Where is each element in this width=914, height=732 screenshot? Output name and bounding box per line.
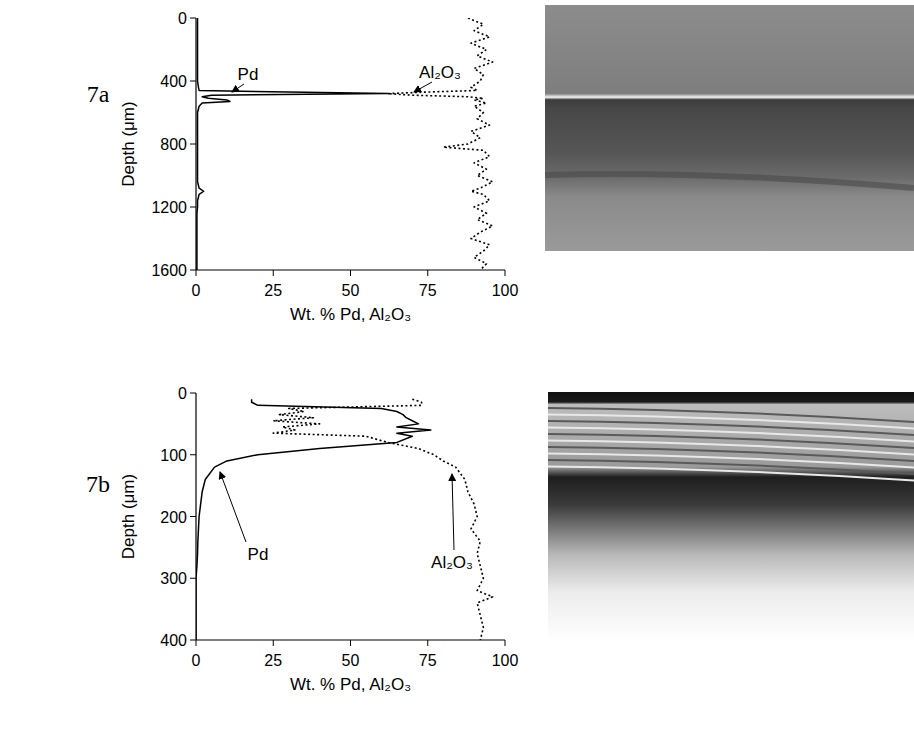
y-tick	[190, 516, 196, 517]
x-tick-label: 0	[192, 652, 201, 669]
series-annotation: Al₂O₃	[419, 63, 461, 82]
x-tick	[427, 640, 428, 646]
series-line	[196, 399, 431, 640]
y-tick-label: 200	[160, 509, 187, 526]
x-tick-label: 25	[264, 282, 282, 299]
x-tick-label: 0	[192, 282, 201, 299]
y-tick	[190, 270, 196, 271]
y-tick	[190, 144, 196, 145]
figure: 7a 0 25 50 75 100 0 400 800 1200 1600 Depth (μm) Wt.…	[0, 0, 914, 732]
x-tick	[350, 270, 351, 276]
chart-panel: 7b 0 25 50 75 100 0 100 200 300 400 Depth (μm) Wt. %…	[86, 385, 518, 694]
y-tick	[190, 454, 196, 455]
series-annotation: Al₂O₃	[431, 553, 473, 572]
micrograph-image	[548, 392, 914, 642]
y-axis-title: Depth (μm)	[119, 474, 138, 559]
x-tick-label: 75	[419, 652, 437, 669]
x-tick	[350, 640, 351, 646]
series-annotation: Pd	[248, 545, 269, 564]
y-tick	[190, 207, 196, 208]
annotation-arrow	[452, 474, 454, 550]
plot-area	[196, 399, 493, 640]
y-tick	[190, 393, 196, 394]
y-tick-label: 800	[160, 136, 187, 153]
series-line	[273, 399, 492, 640]
y-tick-label: 1600	[151, 262, 187, 279]
x-tick-label: 75	[419, 282, 437, 299]
y-tick-label: 1200	[151, 199, 187, 216]
y-tick-label: 400	[160, 632, 187, 649]
y-tick-label: 0	[178, 10, 187, 27]
micrograph-image	[545, 5, 914, 251]
x-tick	[196, 640, 197, 646]
micrograph	[548, 392, 914, 642]
x-tick-label: 50	[342, 282, 360, 299]
x-tick	[196, 270, 197, 276]
x-tick	[427, 270, 428, 276]
y-tick	[190, 18, 196, 19]
y-tick-label: 400	[160, 73, 187, 90]
y-tick	[190, 578, 196, 579]
annotation-arrow	[414, 82, 432, 92]
y-tick-label: 0	[178, 385, 187, 402]
plot-area	[197, 18, 493, 270]
x-axis-title: Wt. % Pd, Al₂O₃	[290, 675, 411, 694]
micrograph-band	[545, 174, 914, 188]
chart-panel: 7a 0 25 50 75 100 0 400 800 1200 1600 Depth (μm) Wt.…	[87, 10, 519, 324]
y-tick	[190, 81, 196, 82]
micrograph	[545, 5, 914, 251]
micrograph-streak	[548, 467, 914, 481]
panel-label: 7a	[87, 81, 110, 107]
y-axis-title: Depth (μm)	[119, 101, 138, 186]
panel-label: 7b	[86, 471, 110, 497]
x-tick-label: 100	[492, 652, 519, 669]
series-line	[388, 18, 493, 270]
y-tick-label: 100	[160, 447, 187, 464]
x-tick	[273, 640, 274, 646]
x-tick-label: 100	[492, 282, 519, 299]
x-tick-label: 50	[342, 652, 360, 669]
y-tick	[190, 640, 196, 641]
x-tick-label: 25	[264, 652, 282, 669]
x-axis-title: Wt. % Pd, Al₂O₃	[290, 305, 411, 324]
series-annotation: Pd	[238, 65, 259, 84]
x-tick	[505, 270, 506, 276]
x-tick	[505, 640, 506, 646]
annotation-arrow	[232, 84, 244, 92]
y-tick-label: 300	[160, 570, 187, 587]
series-line	[197, 18, 388, 270]
annotation-arrow	[220, 472, 246, 542]
x-tick	[273, 270, 274, 276]
